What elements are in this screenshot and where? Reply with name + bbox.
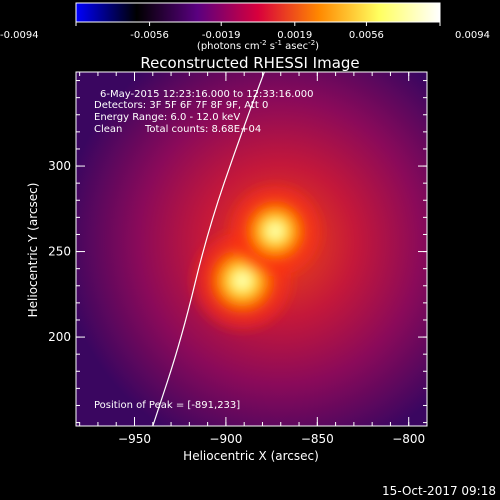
colorbar-tick-label: -0.0056: [130, 30, 169, 41]
colorbar-tick-label: 0.0094: [455, 30, 490, 41]
x-tick-label: −900: [209, 432, 242, 446]
colorbar-unit-label: (photons cm-2 s-1 asec-2): [197, 39, 319, 52]
colorbar-tick-label: 0.0019: [277, 30, 312, 41]
chart-title: Reconstructed RHESSI Image: [140, 54, 359, 72]
annotation-clean: Clean: [94, 124, 122, 135]
axis-ticks: −950 −900 −850 −800 200 250 300: [48, 72, 428, 446]
sources-layer: [193, 185, 321, 330]
y-tick-label: 200: [48, 330, 71, 344]
colorbar: [75, 2, 441, 23]
source-core: [237, 193, 314, 270]
footer-timestamp: 15-Oct-2017 09:18: [382, 484, 496, 498]
annotation-energy-range: Energy Range: 6.0 - 12.0 keV: [94, 112, 240, 123]
x-axis-label: Heliocentric X (arcsec): [183, 449, 319, 463]
y-axis-label: Heliocentric Y (arcsec): [26, 183, 40, 318]
colorbar-tick-label: -0.0019: [202, 30, 241, 41]
annotation-peak-position: Position of Peak = [-891,233]: [94, 400, 240, 411]
colorbar-tick-label: -0.0094: [0, 30, 39, 41]
y-tick-label: 300: [48, 159, 71, 173]
y-tick-label: 250: [48, 245, 71, 259]
plot-frame: [75, 71, 428, 427]
x-tick-label: −800: [392, 432, 425, 446]
x-tick-label: −850: [301, 432, 334, 446]
x-tick-label: −950: [118, 432, 151, 446]
colorbar-tick-label: 0.0056: [349, 30, 384, 41]
colorbar-ticks: -0.0094 -0.0056 -0.0019 0.0019 0.0056 0.0094: [0, 22, 490, 41]
annotation-total-counts: Total counts: 8.68E+04: [144, 124, 261, 135]
annotation-detectors: Detectors: 3F 5F 6F 7F 8F 9F, Att 0: [94, 100, 268, 111]
annotation-time-range: 6-May-2015 12:23:16.000 to 12:33:16.000: [100, 89, 313, 100]
solar-limb-line: [152, 72, 265, 426]
